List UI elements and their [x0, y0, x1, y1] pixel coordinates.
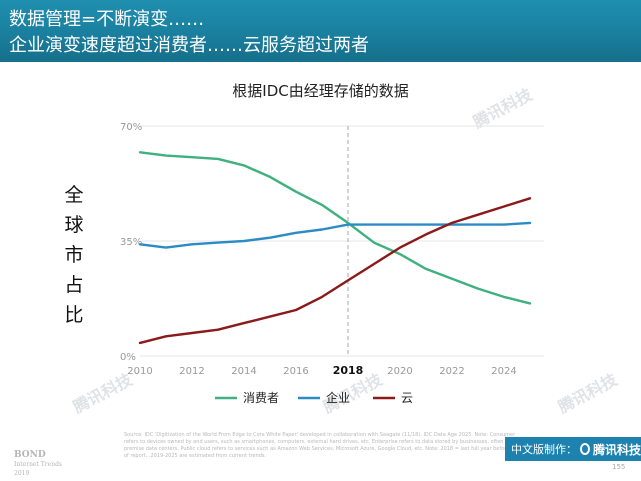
x-tick-label-2018: 2018 [333, 364, 364, 377]
y-tick-label-1: 35% [120, 237, 142, 248]
header-title: 数据管理=不断演变…… [9, 9, 205, 30]
series-line-1 [138, 221, 532, 249]
series-line-2 [138, 197, 532, 345]
tencent-logo-icon [580, 443, 590, 455]
slide-header: 数据管理=不断演变…… 企业演变速度超过消费者……云服务超过两者 [0, 0, 641, 62]
badge-text: 中文版制作： [511, 443, 577, 456]
y-tick-label-0: 0% [120, 352, 136, 363]
x-tick-label-2016: 2016 [283, 366, 308, 377]
bond-year: 2019 [14, 470, 30, 477]
header-subtitle: 企业演变速度超过消费者……云服务超过两者 [9, 35, 369, 56]
x-tick-label-2020: 2020 [387, 366, 412, 377]
chart-title: 根据IDC由经理存储的数据 [232, 82, 409, 100]
bond-subtitle: Internet Trends [14, 461, 63, 468]
x-tick-label-2014: 2014 [231, 366, 256, 377]
legend-label-1: 企业 [326, 390, 350, 405]
x-tick-label-2012: 2012 [179, 366, 204, 377]
x-tick-label-2010: 2010 [127, 366, 152, 377]
legend-label-0: 消费者 [243, 391, 279, 405]
x-tick-label-2022: 2022 [439, 366, 464, 377]
y-axis-label: 全球市占比 [64, 184, 84, 326]
bond-name: BOND [14, 450, 46, 460]
y-tick-label-2: 70% [120, 122, 142, 133]
tencent-badge: 中文版制作： 腾讯科技 [505, 437, 641, 461]
bond-logo: BOND Internet Trends 2019 [14, 451, 62, 478]
source-note: Source: IDC 'Digitization of the World F… [124, 432, 530, 459]
page-number: 155 [612, 463, 626, 471]
series-line-0 [138, 151, 532, 305]
legend-label-2: 云 [401, 391, 413, 405]
x-tick-label-2024: 2024 [491, 366, 516, 377]
badge-brand: 腾讯科技 [592, 442, 641, 457]
